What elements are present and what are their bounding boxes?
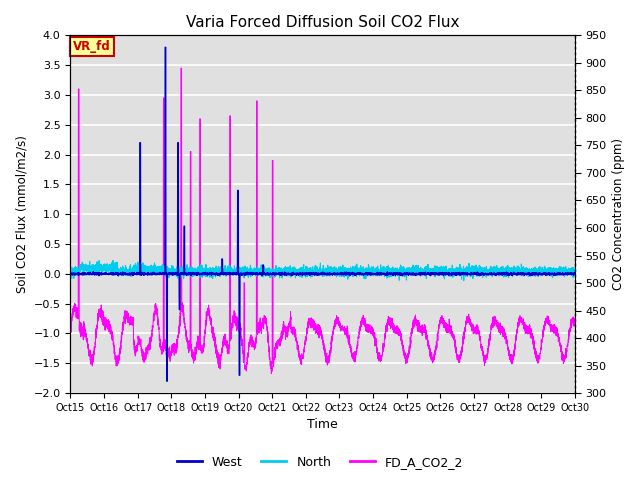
Line: North: North — [70, 261, 575, 281]
West — [161, 44, 169, 50]
FD_A_CO2_2 — [571, 316, 579, 322]
North — [67, 267, 74, 273]
FD_A_CO2_2 — [486, 334, 493, 339]
North — [460, 278, 468, 284]
X-axis label: Time: Time — [307, 419, 338, 432]
Y-axis label: CO2 Concentration (ppm): CO2 Concentration (ppm) — [612, 138, 625, 290]
West — [369, 271, 376, 276]
FD_A_CO2_2 — [268, 371, 275, 376]
FD_A_CO2_2 — [177, 65, 184, 71]
Legend: West, North, FD_A_CO2_2: West, North, FD_A_CO2_2 — [172, 451, 468, 474]
North — [461, 267, 468, 273]
FD_A_CO2_2 — [67, 324, 74, 330]
FD_A_CO2_2 — [341, 331, 349, 337]
Line: FD_A_CO2_2: FD_A_CO2_2 — [70, 68, 575, 373]
West — [486, 270, 493, 276]
Y-axis label: Soil CO2 Flux (mmol/m2/s): Soil CO2 Flux (mmol/m2/s) — [15, 135, 28, 293]
West — [571, 271, 579, 276]
West — [163, 378, 170, 384]
FD_A_CO2_2 — [499, 327, 506, 333]
North — [499, 268, 506, 274]
North — [571, 266, 579, 272]
West — [67, 271, 74, 276]
FD_A_CO2_2 — [171, 343, 179, 349]
FD_A_CO2_2 — [369, 326, 376, 332]
West — [172, 271, 179, 276]
North — [368, 270, 376, 276]
North — [172, 268, 179, 274]
North — [341, 264, 349, 270]
West — [461, 270, 468, 276]
FD_A_CO2_2 — [461, 329, 468, 335]
North — [109, 258, 117, 264]
North — [486, 268, 493, 274]
West — [499, 271, 506, 276]
Line: West: West — [70, 47, 575, 381]
Text: VR_fd: VR_fd — [73, 40, 111, 53]
West — [341, 272, 349, 277]
Title: Varia Forced Diffusion Soil CO2 Flux: Varia Forced Diffusion Soil CO2 Flux — [186, 15, 460, 30]
